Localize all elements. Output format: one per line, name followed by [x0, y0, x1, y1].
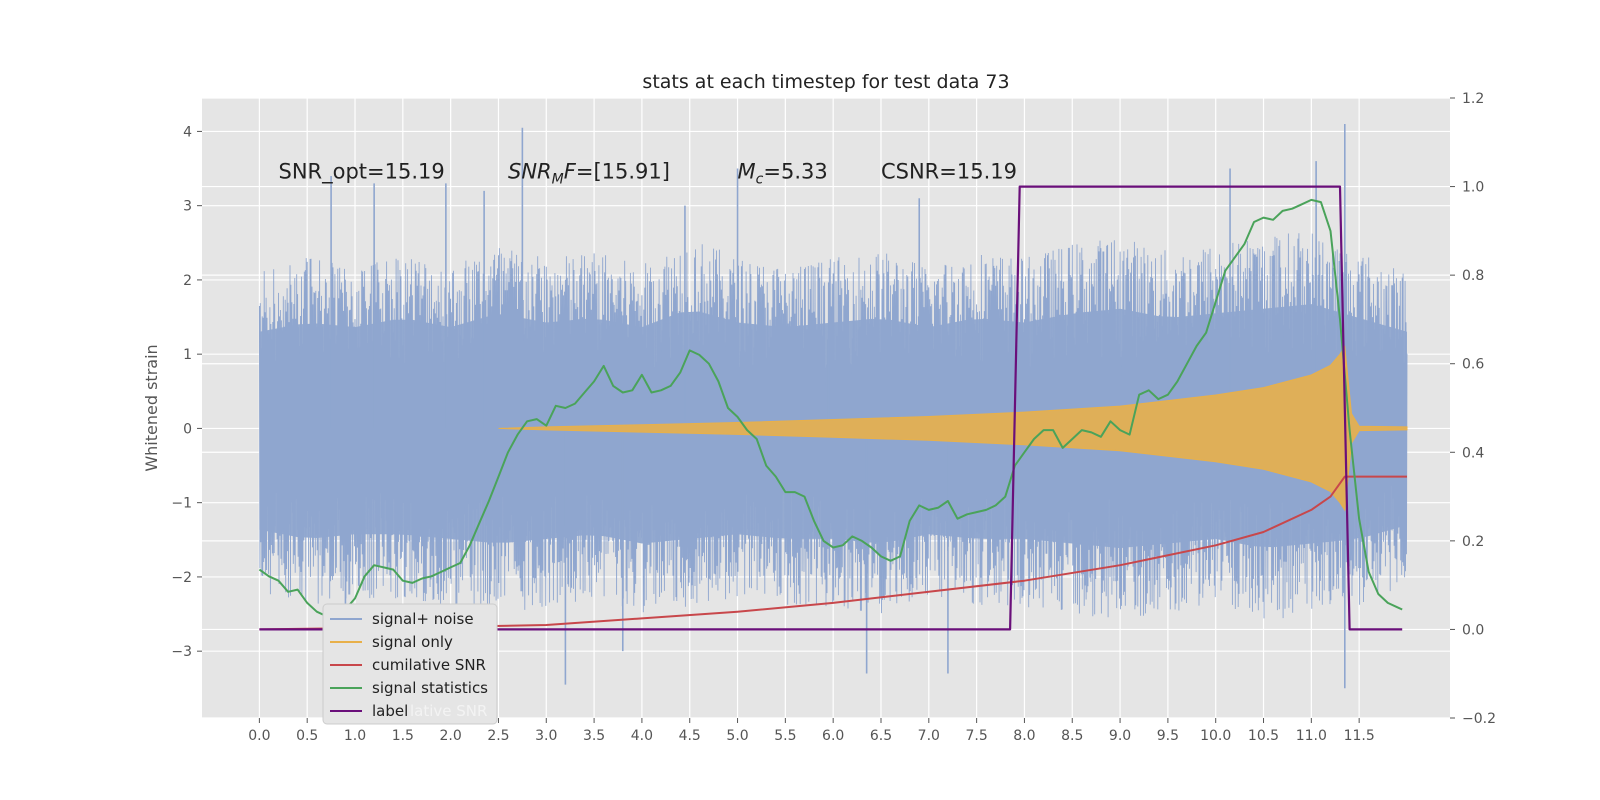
annotations: SNR_opt=15.19 SNRMF=[15.91] Mc=5.33 CSNR=15… [279, 160, 1017, 188]
x-tick-label: 6.0 [822, 728, 844, 744]
y2-tick-label: −0.2 [1462, 711, 1496, 727]
y2-tick-label: 0.6 [1462, 357, 1484, 373]
legend-label-csnr: cumilative SNR [372, 656, 486, 674]
label-line [259, 185, 1403, 631]
y-tick-label: 1 [183, 347, 192, 363]
x-tick-label: 0.0 [248, 728, 270, 744]
x-tick-label: 3.5 [583, 728, 605, 744]
legend-label-signal: signal only [372, 633, 453, 651]
series-label [259, 185, 1403, 631]
y2-tick-label: 0.2 [1462, 534, 1484, 550]
annotation-text: Mc=5.33 [738, 160, 828, 188]
annotation-text: SNRMF=[15.91] [508, 160, 670, 188]
annotation-text: SNR_opt=15.19 [279, 160, 445, 185]
x-tick-label: 4.0 [631, 728, 653, 744]
x-tick-label: 0.5 [296, 728, 318, 744]
x-tick-label: 11.5 [1344, 728, 1375, 744]
y-tick-label: 0 [183, 421, 192, 437]
legend: lative SNR signal+ noise signal only cum… [322, 603, 498, 725]
annotation-text: CSNR=15.19 [881, 160, 1017, 184]
y-tick-label: −1 [171, 496, 192, 512]
signal-statistics-line [258, 198, 1403, 618]
y2-tick-label: 0.8 [1462, 268, 1484, 284]
y2-tick-label: 0.4 [1462, 445, 1484, 461]
y-tick-label: 4 [183, 124, 192, 140]
y2-tick-label: 1.0 [1462, 180, 1484, 196]
x-tick-label: 5.5 [774, 728, 796, 744]
x-tick-label: 8.0 [1013, 728, 1035, 744]
x-axis-ticks: 0.0 0.5 1.0 1.5 2.0 2.5 3.0 3.5 4.0 4.5 5.0 5.5 6.0 6… [248, 718, 1375, 744]
x-tick-label: 8.5 [1061, 728, 1083, 744]
legend-box [322, 603, 498, 725]
x-tick-label: 7.5 [965, 728, 987, 744]
y-tick-label: −3 [171, 644, 192, 660]
y2-tick-label: 0.0 [1462, 622, 1484, 638]
y-axis-ticks: −3 −2 −1 0 1 2 3 4 [171, 124, 202, 660]
x-tick-label: 11.0 [1296, 728, 1327, 744]
x-tick-label: 2.5 [487, 728, 509, 744]
x-tick-label: 6.5 [870, 728, 892, 744]
legend-label-stats: signal statistics [372, 679, 488, 697]
x-tick-label: 3.0 [535, 728, 557, 744]
y-tick-label: −2 [171, 570, 192, 586]
x-tick-label: 2.0 [440, 728, 462, 744]
legend-ghost-text: lative SNR [410, 702, 487, 720]
x-tick-label: 10.0 [1200, 728, 1231, 744]
legend-label-noise: signal+ noise [372, 610, 474, 628]
x-tick-label: 9.5 [1157, 728, 1179, 744]
x-tick-label: 10.5 [1248, 728, 1279, 744]
signal-area [498, 345, 1408, 512]
chart-title: stats at each timestep for test data 73 [642, 71, 1009, 93]
x-tick-label: 9.0 [1109, 728, 1131, 744]
noise-trace [258, 233, 1408, 619]
x-tick-label: 4.5 [679, 728, 701, 744]
y-tick-label: 3 [183, 199, 192, 215]
series-signal-statistics [258, 198, 1403, 618]
cumulative-snr-line [259, 475, 1407, 631]
x-tick-label: 5.0 [726, 728, 748, 744]
y-tick-label: 2 [183, 273, 192, 289]
y-axis-label: Whitened strain [142, 344, 161, 471]
series-signal-only [498, 345, 1408, 512]
series-cumulative-snr [259, 475, 1407, 631]
x-tick-label: 1.5 [392, 728, 414, 744]
legend-label-label: label [372, 702, 408, 720]
y2-axis-ticks: −0.2 0.0 0.2 0.4 0.6 0.8 1.0 1.2 [1450, 91, 1496, 727]
x-tick-label: 7.0 [918, 728, 940, 744]
y2-tick-label: 1.2 [1462, 91, 1484, 107]
x-tick-label: 1.0 [344, 728, 366, 744]
